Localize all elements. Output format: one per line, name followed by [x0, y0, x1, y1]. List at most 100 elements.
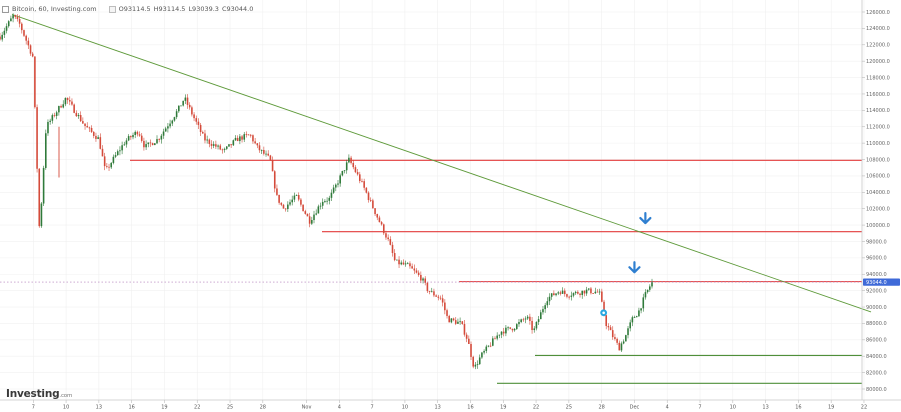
candle-body: [97, 137, 99, 139]
candle-body: [245, 134, 248, 136]
settings-icon[interactable]: [108, 5, 116, 13]
candle-body: [400, 262, 403, 265]
y-tick-label: 112000.0: [866, 125, 890, 131]
x-axis: 7 10 13 16 19 22 25 28 Nov 4 7 10 13 16 19 22 25 28 Dec 4 7 1…: [32, 400, 867, 411]
candle-body: [101, 148, 104, 157]
candle-body: [651, 281, 653, 287]
candle-body: [71, 101, 73, 105]
candle-body: [225, 146, 228, 149]
candle-body: [592, 293, 594, 294]
candle-body: [494, 338, 496, 340]
candle-body: [369, 200, 372, 201]
candle-body: [544, 305, 546, 310]
candle-body: [162, 131, 165, 136]
y-tick-label: 118000.0: [866, 75, 890, 81]
candle-body: [330, 192, 333, 198]
candle-body: [406, 263, 409, 265]
y-tick-label: 90000.0: [866, 305, 887, 311]
candle-body: [548, 296, 551, 302]
candle-body: [633, 317, 636, 318]
collapse-icon[interactable]: [2, 5, 9, 13]
candle-body: [287, 204, 289, 210]
x-tick-label: 16: [128, 405, 134, 411]
x-tick-label: 16: [795, 405, 801, 411]
candle-body: [140, 135, 143, 141]
candle-body: [315, 213, 317, 215]
candle-body: [513, 328, 516, 331]
candle-body: [84, 123, 86, 126]
candle-body: [590, 288, 592, 294]
candle-body: [505, 327, 507, 334]
candle-body: [387, 237, 389, 240]
candle-body: [42, 167, 45, 204]
candle-body: [27, 40, 30, 46]
candle-body: [339, 175, 341, 184]
candle-body: [38, 168, 41, 227]
candle-body: [95, 135, 97, 139]
candle-body: [206, 139, 208, 141]
y-tick-label: 120000.0: [866, 59, 890, 65]
candle-body: [199, 124, 202, 133]
candle-body: [614, 337, 616, 339]
gridlines: [0, 0, 865, 400]
candle-body: [236, 137, 239, 142]
symbol-label: Bitcoin, 60, Investing.com: [12, 5, 97, 13]
candle-body: [49, 120, 51, 122]
candle-body: [459, 321, 461, 323]
candle-body: [234, 137, 237, 141]
candle-body: [3, 30, 6, 35]
candle-body: [175, 111, 178, 118]
candle-body: [210, 143, 213, 146]
candle-body: [568, 296, 570, 298]
candle-body: [356, 172, 359, 175]
candle-body: [332, 187, 335, 193]
candle-body: [452, 318, 455, 321]
candle-body: [99, 137, 102, 149]
candle-body: [180, 105, 182, 107]
candle-body: [223, 148, 226, 150]
candle-body: [361, 180, 363, 182]
candle-body: [374, 208, 376, 215]
candles: [0, 13, 653, 370]
candle-body: [605, 315, 608, 327]
candle-body: [182, 100, 184, 106]
candle-body: [385, 233, 387, 238]
y-tick-label: 124000.0: [866, 26, 890, 32]
candle-body: [468, 338, 470, 345]
candle-body: [276, 188, 278, 195]
candle-body: [280, 202, 283, 205]
candle-body: [483, 350, 485, 353]
y-tick-label: 86000.0: [866, 338, 887, 344]
candle-body: [300, 199, 302, 205]
arrow-down-icon: [628, 261, 641, 274]
candle-body: [611, 330, 614, 338]
candle-body: [622, 341, 625, 344]
candle-body: [154, 143, 156, 146]
candle-body: [441, 298, 444, 303]
candle-body: [321, 201, 324, 206]
candle-body: [228, 144, 230, 147]
candle-body: [476, 364, 479, 365]
candle-body: [121, 145, 123, 151]
candle-body: [21, 23, 23, 31]
candle-body: [596, 291, 599, 293]
candle-body: [14, 15, 17, 17]
x-tick-label: 16: [467, 405, 473, 411]
candle-body: [616, 338, 618, 343]
candle-body: [55, 112, 58, 116]
x-tick-label: 13: [762, 405, 768, 411]
candle-body: [559, 292, 562, 294]
y-tick-label: 88000.0: [866, 321, 887, 327]
candle-body: [208, 139, 211, 144]
candle-body: [25, 35, 27, 41]
y-tick-label: 110000.0: [866, 141, 890, 147]
candle-body: [474, 364, 477, 367]
candle-body: [68, 100, 71, 102]
candle-body: [393, 253, 396, 261]
candle-body: [306, 213, 309, 217]
candle-body: [171, 120, 174, 124]
candle-body: [433, 291, 435, 296]
candle-body: [178, 105, 180, 112]
candle-body: [413, 268, 416, 271]
